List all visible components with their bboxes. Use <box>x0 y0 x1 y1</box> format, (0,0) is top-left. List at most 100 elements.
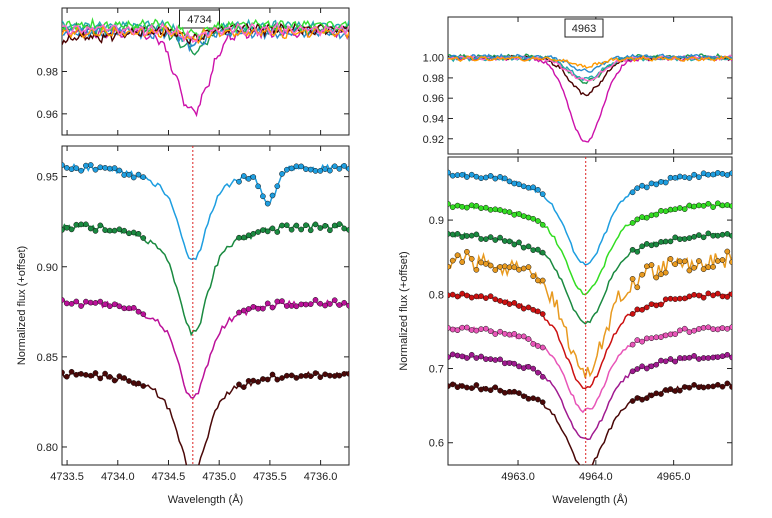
data-point <box>681 384 688 390</box>
data-point <box>111 165 118 171</box>
data-point <box>724 231 731 237</box>
data-point <box>506 301 513 307</box>
data-point <box>464 324 470 331</box>
data-point <box>83 221 89 228</box>
data-point <box>478 205 484 212</box>
data-point <box>653 302 660 309</box>
data-point <box>629 246 636 253</box>
data-point <box>729 384 732 390</box>
panel-right: 4963.0 4964.0 4965.0 0.92 0.94 0.96 0.98 1.00 0.… <box>398 16 733 506</box>
data-point <box>464 204 470 211</box>
data-point <box>662 238 669 245</box>
panel-left: 4733.5 4734.0 4734.5 4735.0 4735.5 4736.0 0.96… <box>16 7 350 506</box>
data-point <box>516 266 522 273</box>
data-point <box>724 380 731 387</box>
data-point <box>78 221 84 228</box>
data-point <box>525 363 532 370</box>
data-point <box>274 229 281 235</box>
data-point <box>719 325 726 331</box>
data-point <box>639 338 645 345</box>
data-point <box>492 175 499 182</box>
data-point <box>473 293 480 300</box>
data-point <box>525 395 532 402</box>
data-point <box>303 301 309 308</box>
data-point <box>643 241 650 247</box>
data-point <box>511 360 518 367</box>
data-point <box>322 166 328 172</box>
top-series-orange <box>448 54 732 69</box>
data-point <box>327 301 333 307</box>
data-point <box>87 299 94 306</box>
data-point <box>516 333 522 340</box>
data-point <box>111 227 118 234</box>
data-point <box>520 365 527 371</box>
data-point <box>73 371 80 378</box>
data-point <box>449 326 456 333</box>
y-tick-label: 0.9 <box>429 215 444 227</box>
data-point <box>501 238 508 244</box>
data-point <box>686 267 693 274</box>
data-point <box>245 306 252 312</box>
data-point <box>483 204 489 211</box>
data-point <box>511 264 518 271</box>
data-point <box>473 327 480 334</box>
data-point <box>130 229 137 236</box>
top-series-group <box>62 17 349 118</box>
data-point <box>449 291 456 298</box>
data-point <box>705 230 712 237</box>
data-point <box>729 170 732 177</box>
data-point <box>672 174 679 181</box>
data-point <box>677 173 683 180</box>
data-point <box>331 163 338 170</box>
top-series-dark-red <box>448 54 732 97</box>
data-point <box>658 357 664 364</box>
x-tick-label: 4965.0 <box>657 471 691 483</box>
data-point <box>279 171 285 177</box>
data-point <box>511 241 518 248</box>
data-point <box>686 354 693 361</box>
data-point <box>487 262 494 269</box>
data-point <box>729 291 732 298</box>
data-point <box>473 173 480 180</box>
data-point <box>454 252 461 259</box>
data-point <box>449 231 456 238</box>
bottom-series-blue <box>448 171 732 266</box>
data-point <box>629 189 636 196</box>
data-point <box>539 191 546 197</box>
data-point <box>653 211 660 218</box>
data-point <box>719 383 726 390</box>
data-point <box>535 186 541 193</box>
data-point <box>681 325 688 332</box>
data-point <box>464 174 470 180</box>
data-point <box>102 165 108 171</box>
data-point <box>68 368 75 375</box>
data-point <box>520 244 527 251</box>
data-point <box>705 324 712 331</box>
data-point <box>126 378 132 384</box>
data-point <box>677 387 683 394</box>
data-point <box>459 171 466 178</box>
data-point <box>68 226 75 233</box>
data-point <box>87 162 94 168</box>
data-point <box>331 297 338 304</box>
data-point <box>648 242 655 249</box>
data-point <box>710 171 716 178</box>
data-point <box>336 165 343 172</box>
data-point <box>317 168 324 174</box>
data-point <box>62 227 65 233</box>
data-point <box>639 396 645 403</box>
data-point <box>700 324 707 331</box>
data-point <box>448 201 451 207</box>
data-point <box>240 173 247 179</box>
data-point <box>506 209 513 215</box>
data-point <box>506 264 513 271</box>
data-point <box>700 266 707 273</box>
data-point <box>705 355 712 361</box>
data-point <box>288 303 295 309</box>
data-point <box>307 301 314 307</box>
data-point <box>140 383 147 389</box>
data-point <box>102 227 108 233</box>
data-point <box>539 221 546 228</box>
data-point <box>473 266 480 273</box>
data-point <box>73 221 80 228</box>
